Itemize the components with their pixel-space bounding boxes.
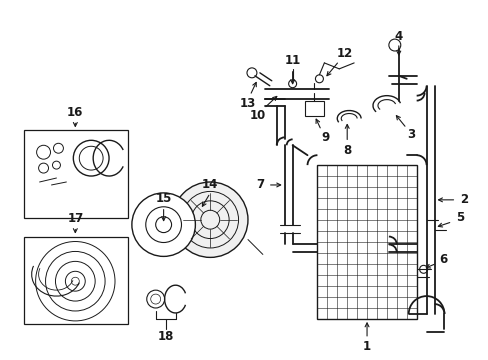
Text: 7: 7 xyxy=(255,179,264,192)
Circle shape xyxy=(132,193,195,256)
Text: 15: 15 xyxy=(155,192,171,205)
Text: 1: 1 xyxy=(362,340,370,353)
Bar xyxy=(304,100,324,116)
Text: 16: 16 xyxy=(67,106,83,119)
Text: 8: 8 xyxy=(343,144,350,157)
Text: 9: 9 xyxy=(321,131,329,144)
Text: 11: 11 xyxy=(284,54,300,67)
Text: 18: 18 xyxy=(157,330,173,343)
Text: 13: 13 xyxy=(239,97,256,110)
Bar xyxy=(317,165,416,319)
Text: 12: 12 xyxy=(336,48,353,60)
Circle shape xyxy=(172,182,247,257)
Text: 5: 5 xyxy=(455,211,464,224)
Text: 4: 4 xyxy=(394,30,402,42)
Text: 6: 6 xyxy=(438,253,447,266)
Text: 10: 10 xyxy=(249,109,265,122)
Bar xyxy=(24,130,128,218)
Text: 2: 2 xyxy=(459,193,468,206)
Text: 17: 17 xyxy=(67,212,83,225)
Text: 14: 14 xyxy=(202,179,218,192)
Text: 3: 3 xyxy=(407,128,415,141)
Bar xyxy=(24,237,128,324)
